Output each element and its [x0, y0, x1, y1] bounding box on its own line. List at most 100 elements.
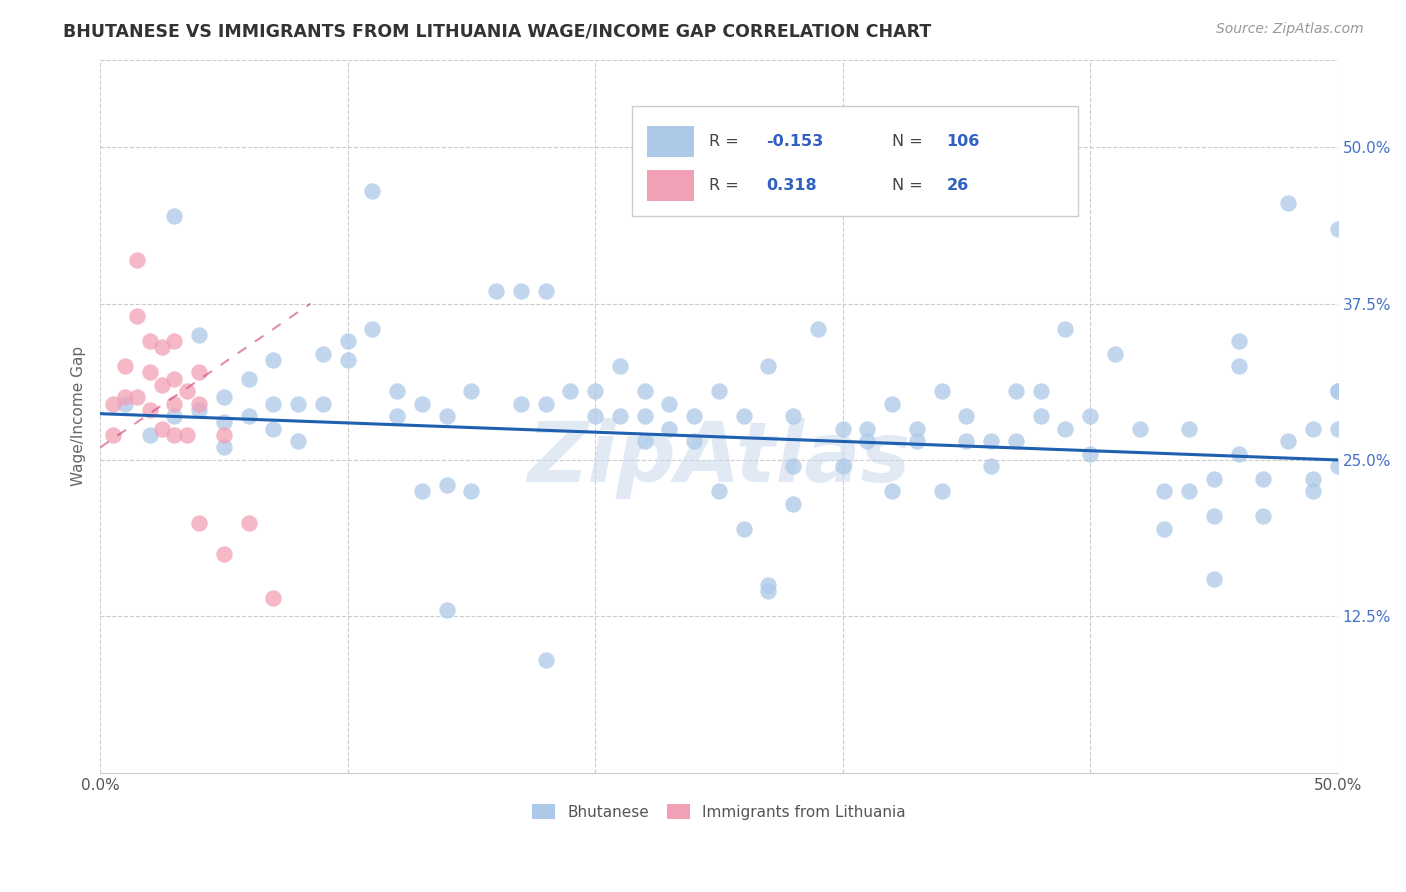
- Point: [807, 321, 830, 335]
- Point: [361, 321, 384, 335]
- Point: [1253, 509, 1275, 524]
- Point: [1202, 509, 1225, 524]
- Point: [1326, 422, 1348, 436]
- Point: [127, 309, 149, 323]
- Point: [1078, 409, 1101, 424]
- Point: [955, 409, 977, 424]
- Point: [385, 409, 408, 424]
- Text: -0.153: -0.153: [766, 134, 823, 149]
- Point: [1302, 472, 1324, 486]
- Point: [1029, 409, 1052, 424]
- Point: [238, 516, 260, 530]
- Point: [312, 346, 335, 360]
- Point: [114, 397, 136, 411]
- Point: [707, 384, 730, 399]
- Point: [534, 653, 557, 667]
- Point: [163, 409, 186, 424]
- Point: [238, 371, 260, 385]
- Point: [411, 397, 433, 411]
- Point: [1178, 484, 1201, 499]
- Point: [1326, 384, 1348, 399]
- Point: [188, 516, 211, 530]
- Point: [1302, 422, 1324, 436]
- Point: [583, 384, 606, 399]
- Point: [1078, 447, 1101, 461]
- Y-axis label: Wage/Income Gap: Wage/Income Gap: [72, 346, 86, 486]
- Point: [733, 522, 755, 536]
- Point: [782, 459, 804, 474]
- Point: [534, 397, 557, 411]
- FancyBboxPatch shape: [647, 169, 695, 202]
- Point: [758, 584, 780, 599]
- Point: [1326, 459, 1348, 474]
- Point: [1178, 422, 1201, 436]
- Point: [1202, 472, 1225, 486]
- Point: [609, 409, 631, 424]
- Point: [905, 434, 928, 449]
- Point: [1227, 334, 1250, 348]
- Point: [262, 397, 284, 411]
- Point: [609, 359, 631, 373]
- Point: [163, 209, 186, 223]
- Point: [188, 397, 211, 411]
- Text: BHUTANESE VS IMMIGRANTS FROM LITHUANIA WAGE/INCOME GAP CORRELATION CHART: BHUTANESE VS IMMIGRANTS FROM LITHUANIA W…: [63, 22, 932, 40]
- Point: [212, 441, 235, 455]
- Point: [101, 428, 124, 442]
- Point: [733, 409, 755, 424]
- Point: [188, 365, 211, 379]
- Point: [882, 484, 904, 499]
- FancyBboxPatch shape: [633, 106, 1078, 217]
- Point: [1326, 384, 1348, 399]
- FancyBboxPatch shape: [647, 126, 695, 157]
- Point: [411, 484, 433, 499]
- Point: [262, 591, 284, 605]
- Point: [385, 384, 408, 399]
- Point: [262, 422, 284, 436]
- Text: ZipAtlas: ZipAtlas: [527, 418, 911, 500]
- Point: [1104, 346, 1126, 360]
- Point: [361, 184, 384, 198]
- Point: [1005, 384, 1028, 399]
- Point: [1129, 422, 1152, 436]
- Point: [683, 434, 706, 449]
- Text: 106: 106: [946, 134, 980, 149]
- Text: Source: ZipAtlas.com: Source: ZipAtlas.com: [1216, 22, 1364, 37]
- Point: [1202, 572, 1225, 586]
- Point: [312, 397, 335, 411]
- Point: [633, 434, 655, 449]
- Point: [127, 391, 149, 405]
- Point: [114, 391, 136, 405]
- Point: [287, 397, 309, 411]
- Point: [138, 428, 160, 442]
- Point: [831, 459, 853, 474]
- Point: [856, 422, 879, 436]
- Point: [633, 384, 655, 399]
- Point: [980, 459, 1002, 474]
- Point: [1227, 447, 1250, 461]
- Point: [101, 397, 124, 411]
- Point: [336, 352, 359, 367]
- Point: [436, 409, 458, 424]
- Point: [1277, 434, 1299, 449]
- Point: [509, 284, 531, 298]
- Text: N =: N =: [893, 134, 928, 149]
- Point: [188, 403, 211, 417]
- Point: [931, 484, 953, 499]
- Point: [150, 422, 173, 436]
- Point: [1029, 384, 1052, 399]
- Point: [980, 434, 1002, 449]
- Point: [560, 384, 582, 399]
- Point: [831, 422, 853, 436]
- Legend: Bhutanese, Immigrants from Lithuania: Bhutanese, Immigrants from Lithuania: [526, 797, 912, 826]
- Point: [1227, 359, 1250, 373]
- Point: [782, 409, 804, 424]
- Point: [1277, 196, 1299, 211]
- Point: [212, 547, 235, 561]
- Point: [1302, 484, 1324, 499]
- Point: [1253, 472, 1275, 486]
- Point: [856, 434, 879, 449]
- Point: [336, 334, 359, 348]
- Point: [658, 397, 681, 411]
- Point: [882, 397, 904, 411]
- Point: [150, 340, 173, 354]
